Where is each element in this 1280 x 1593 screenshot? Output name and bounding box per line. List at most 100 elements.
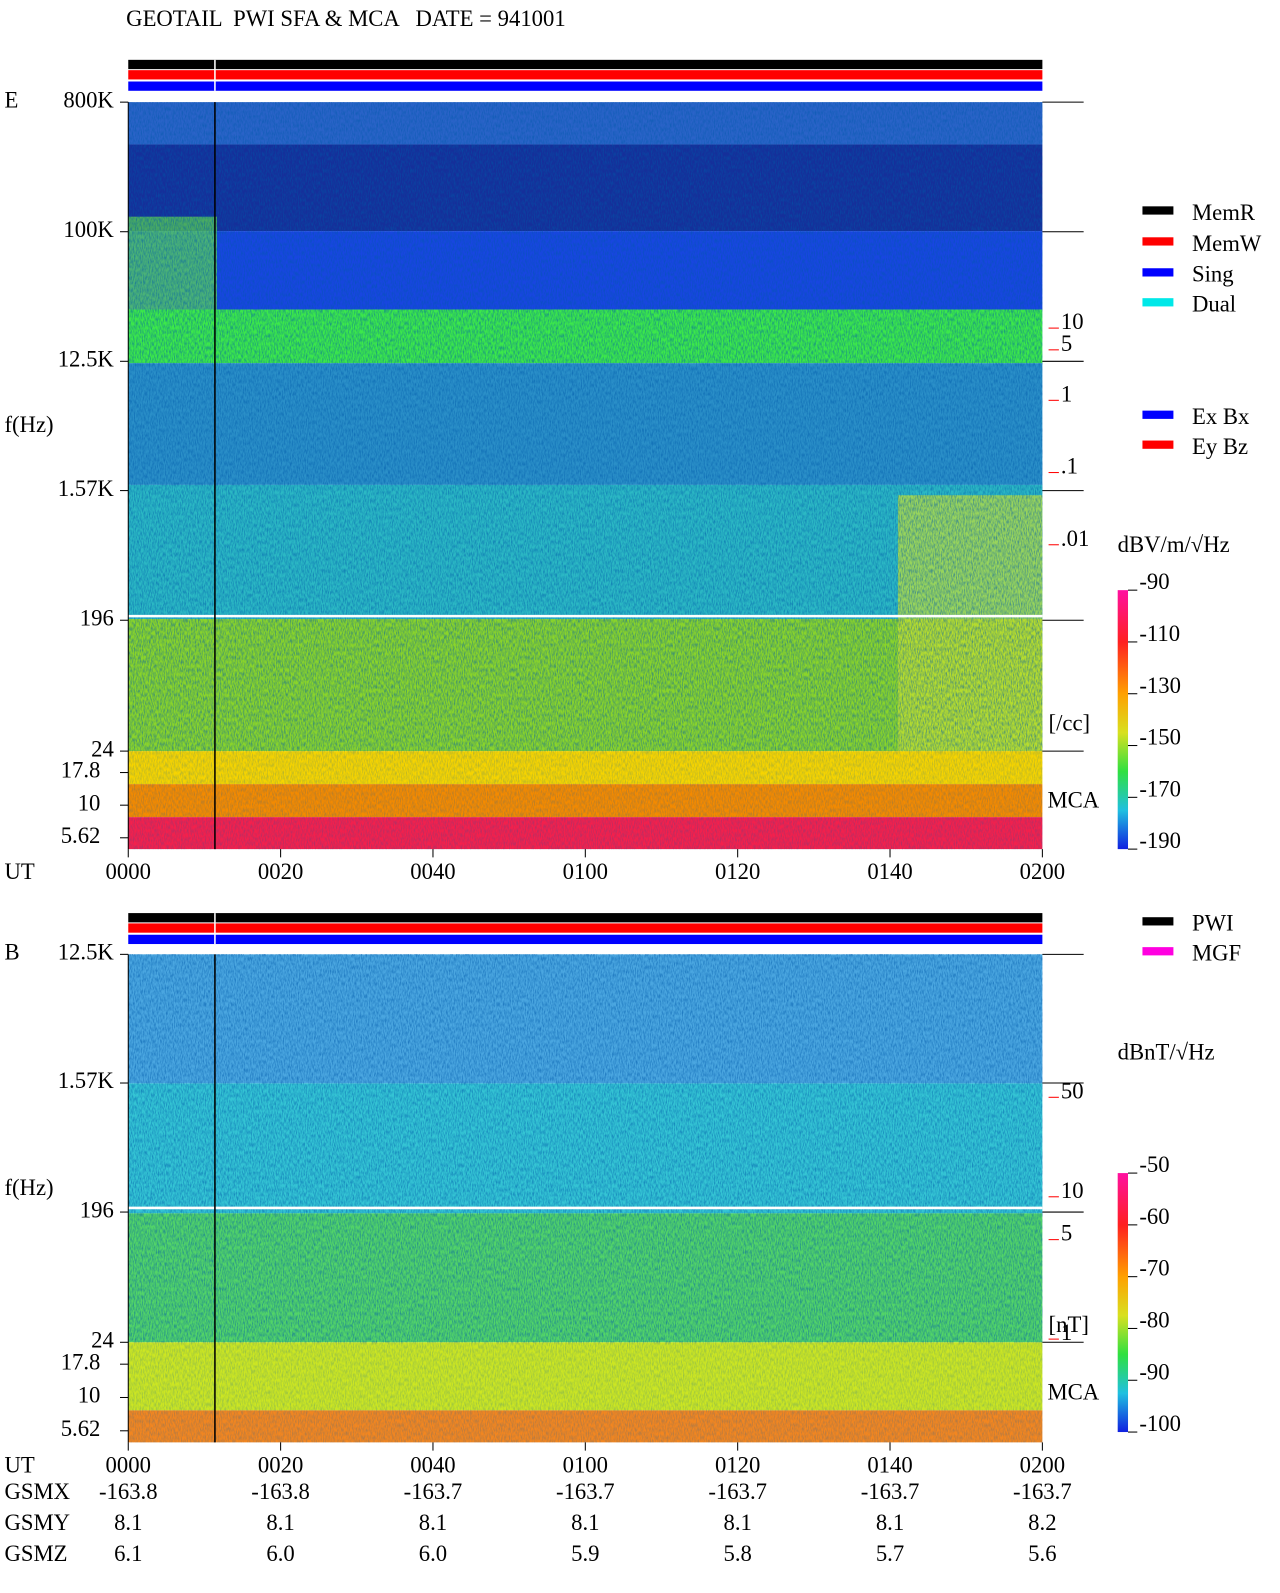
orbit-value: 5.9 [571,1541,599,1566]
mca-tick-label: 5.62 [61,823,101,848]
x-tick-label: 0000 [106,859,151,884]
panel-label: B [4,940,19,965]
orbit-value: 5.6 [1028,1541,1056,1566]
legend-swatch [1142,947,1174,956]
legend-label: Ey Bz [1192,434,1248,459]
colorbar-tick-label: -190 [1139,828,1181,853]
orbit-value: -163.7 [556,1479,615,1504]
y-tick-label: 24 [91,736,114,761]
colorbar [1117,590,1129,850]
x-tick-label: 0020 [258,859,303,884]
mca-noise [128,751,1043,850]
mca-tick-label: 10 [78,1383,101,1408]
colorbar-tick-label: -90 [1139,569,1169,594]
orbit-value: 8.1 [114,1510,142,1535]
legend-swatch [1142,268,1174,277]
x-tick-label: 0140 [867,1452,912,1477]
mca-label: MCA [1047,787,1099,812]
y-tick-label: 800K [63,87,114,112]
x-tick-label: 0120 [715,859,760,884]
x-tick-label: 0000 [106,1452,151,1477]
mca-tick-label: 17.8 [61,1349,101,1374]
y-tick-label: 1.57K [58,1068,115,1093]
y-tick-label: 24 [91,1327,114,1352]
orbit-row-label: GSMX [4,1479,70,1504]
status-bar-memr [128,59,1043,70]
colorbar-tick-label: -130 [1139,673,1181,698]
panel-label: E [4,87,18,112]
colorbar-tick-label: -170 [1139,776,1181,801]
y-tick-label: 1.57K [58,476,115,501]
status-bar-memr [128,913,1043,923]
orbit-value: 8.2 [1028,1510,1056,1535]
y2-tick-label: 10 [1061,309,1084,334]
status-bar-mode [128,934,1043,945]
colorbar-label: dBnT/√Hz [1118,1040,1215,1065]
legend-label: Dual [1192,292,1236,317]
orbit-value: -163.7 [1013,1479,1072,1504]
legend-swatch [1142,298,1174,307]
colorbar-tick-label: -150 [1139,725,1181,750]
legend-label: MGF [1192,941,1241,966]
colorbar-tick-label: -80 [1139,1307,1169,1332]
colorbar-tick-label: -60 [1139,1204,1169,1229]
mca-tick-label: 10 [78,790,101,815]
orbit-row-label: GSMY [4,1510,70,1535]
chart-title: GEOTAIL PWI SFA & MCA DATE = 941001 [126,6,566,31]
y2-tick-label: 50 [1061,1078,1084,1103]
orbit-value: 8.1 [571,1510,599,1535]
mca-tick-label: 17.8 [61,758,101,783]
legend-swatch [1142,410,1174,419]
orbit-value: -163.8 [99,1479,158,1504]
orbit-value: 5.7 [876,1541,904,1566]
y-tick-label: 196 [80,1197,114,1222]
orbit-value: 6.1 [114,1541,142,1566]
x-tick-label: 0200 [1020,859,1065,884]
colorbar-tick-label: -70 [1139,1256,1169,1281]
y2-axis-label: [/cc] [1049,711,1091,736]
y-axis-label: f(Hz) [4,412,53,437]
y2-tick-label: 5 [1061,1221,1072,1246]
status-bar-memw [128,923,1043,933]
x-tick-label: 0120 [715,1452,760,1477]
y2-tick-label: 5 [1061,331,1072,356]
x-tick-label: 0040 [410,859,455,884]
colorbar-tick-label: -100 [1139,1411,1181,1436]
orbit-value: -163.8 [251,1479,310,1504]
mca-noise [128,1342,1043,1443]
y-axis-label: f(Hz) [4,1175,53,1200]
colorbar-tick-label: -90 [1139,1359,1169,1384]
orbit-value: -163.7 [404,1479,463,1504]
orbit-value: 5.8 [723,1541,751,1566]
x-tick-label: 0040 [410,1452,455,1477]
orbit-value: 8.1 [419,1510,447,1535]
y2-tick-label: .01 [1061,526,1089,551]
legend-label: PWI [1192,911,1234,936]
legend-swatch [1142,440,1174,449]
x-axis-label: UT [4,859,34,884]
legend-label: MemR [1192,200,1256,225]
spectrum-noise [128,954,1043,1343]
x-tick-label: 0140 [867,859,912,884]
orbit-row-label: GSMZ [4,1541,67,1566]
x-axis-label: UT [4,1452,34,1477]
y-tick-label: 196 [80,605,114,630]
x-tick-label: 0020 [258,1452,303,1477]
x-tick-label: 0100 [563,859,608,884]
orbit-value: -163.7 [861,1479,920,1504]
x-tick-label: 0100 [563,1452,608,1477]
y-tick-label: 100K [63,217,114,242]
legend-label: MemW [1192,231,1262,256]
y2-tick-label: .1 [1061,454,1078,479]
spectrum-noise [128,102,1043,752]
y2-tick-label: 1 [1061,381,1072,406]
y2-tick-label: 10 [1061,1178,1084,1203]
status-bar-mode [128,81,1043,91]
orbit-value: 8.1 [723,1510,751,1535]
y-tick-label: 12.5K [58,347,115,372]
orbit-value: 8.1 [876,1510,904,1535]
legend-swatch [1142,237,1174,246]
x-tick-label: 0200 [1020,1452,1065,1477]
